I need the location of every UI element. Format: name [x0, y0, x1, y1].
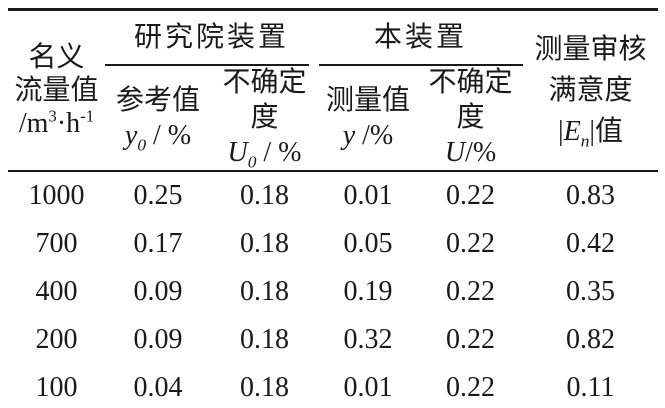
cell-ref-uncertainty: 0.18 [240, 275, 289, 307]
subscript-0: 0 [247, 152, 257, 172]
cell-flow: 400 [35, 275, 78, 307]
cell-ref-uncertainty: 0.18 [240, 227, 289, 259]
subheader-uncertainty-ref: 不确定度 U0 / % [211, 65, 318, 172]
cell-ref-value: 0.04 [133, 371, 183, 403]
group-header-institute-device: 研究院装置 [105, 10, 318, 66]
spanner-rule-institute [105, 64, 309, 66]
en-symbol: |En|值 [523, 111, 658, 152]
cell-measured-value: 0.19 [343, 275, 393, 307]
col-header-nominal-flow: 名义 流量值 /m3·h-1 [8, 9, 105, 172]
cell-en-value: 0.83 [566, 179, 615, 211]
cell-measured-uncertainty: 0.22 [446, 323, 495, 355]
nominal-flow-label-line1: 名义 [28, 42, 85, 73]
en-label-line2: 满意度 [548, 75, 633, 106]
cell-measured-uncertainty: 0.22 [446, 275, 495, 307]
sub-header-row: 参考值 y0 / % 不确定度 U0 / % 测量值 y /% 不确定度 U/% [8, 65, 658, 172]
unit-text: /% [465, 137, 497, 168]
subheader-label: 不确定度 [222, 67, 307, 133]
cell-flow: 200 [35, 323, 78, 355]
subheader-uncertainty-measured: 不确定度 U/% [418, 65, 523, 172]
subheader-symbol: U/% [418, 135, 523, 170]
subheader-symbol: y0 / % [105, 118, 211, 155]
variable-U: U [444, 137, 466, 168]
table-row: 700 0.17 0.18 0.05 0.22 0.42 [8, 220, 658, 268]
subscript-0: 0 [137, 135, 146, 155]
group-header-row: 名义 流量值 /m3·h-1 研究院装置 本装置 测量审核 满意度 |En|值 [8, 9, 658, 172]
cell-measured-uncertainty: 0.22 [446, 179, 495, 211]
cell-en-value: 0.35 [566, 275, 615, 307]
cell-measured-uncertainty: 0.22 [446, 227, 495, 259]
cell-ref-uncertainty: 0.18 [240, 179, 289, 211]
unit-text: / % [146, 119, 192, 151]
cell-en-value: 0.42 [566, 227, 615, 259]
group-header-this-device: 本装置 [318, 10, 523, 66]
cell-measured-value: 0.01 [343, 371, 393, 403]
superscript-minus1: -1 [80, 106, 95, 126]
subheader-symbol: y /% [318, 118, 418, 153]
spanner-rule-this-device [319, 64, 523, 66]
unit-text: / % [256, 137, 302, 168]
nominal-flow-label-line2: 流量值 [14, 75, 99, 106]
unit-text: /m [18, 108, 49, 139]
cell-measured-value: 0.32 [343, 323, 393, 355]
abs-bar-and-label: |值 [589, 116, 623, 147]
cell-ref-uncertainty: 0.18 [240, 371, 289, 403]
variable-y: y [342, 119, 356, 151]
cell-flow: 1000 [28, 179, 85, 211]
en-label-line1: 测量审核 [534, 34, 647, 65]
cell-measured-value: 0.01 [343, 179, 393, 211]
group-label: 本装置 [373, 21, 467, 53]
cell-ref-uncertainty: 0.18 [240, 323, 289, 355]
subheader-label: 参考值 [115, 84, 200, 116]
table-row: 1000 0.25 0.18 0.01 0.22 0.83 [8, 171, 658, 220]
subheader-symbol: U0 / % [211, 135, 318, 172]
variable-U0: U [227, 137, 248, 168]
cell-ref-value: 0.09 [133, 323, 183, 355]
subheader-label: 测量值 [325, 84, 410, 116]
abs-bar: | [557, 116, 564, 147]
table-row: 100 0.04 0.18 0.01 0.22 0.11 [8, 364, 658, 408]
group-label: 研究院装置 [133, 21, 289, 53]
cell-en-value: 0.82 [566, 323, 615, 355]
cell-ref-value: 0.09 [133, 275, 183, 307]
unit-text: ·h [56, 108, 81, 139]
cell-ref-value: 0.25 [133, 179, 183, 211]
cell-ref-value: 0.17 [133, 227, 183, 259]
cell-flow: 700 [35, 227, 78, 259]
table-row: 400 0.09 0.18 0.19 0.22 0.35 [8, 268, 658, 316]
cell-measured-value: 0.05 [343, 227, 393, 259]
superscript-3: 3 [48, 106, 57, 126]
cell-flow: 100 [35, 371, 78, 403]
cell-en-value: 0.11 [566, 371, 615, 403]
cell-measured-uncertainty: 0.22 [446, 371, 495, 403]
table-row: 200 0.09 0.18 0.32 0.22 0.82 [8, 316, 658, 364]
variable-y0: y [124, 119, 138, 151]
subheader-label: 不确定度 [428, 67, 513, 133]
unit-text: /% [355, 119, 394, 151]
subheader-reference-value: 参考值 y0 / % [105, 65, 211, 172]
subscript-n: n [580, 131, 590, 151]
variable-E: E [563, 116, 581, 147]
measurement-audit-table: 名义 流量值 /m3·h-1 研究院装置 本装置 测量审核 满意度 |En|值 [8, 8, 658, 408]
subheader-measured-value: 测量值 y /% [318, 65, 418, 172]
col-header-en-value: 测量审核 满意度 |En|值 [523, 9, 658, 172]
nominal-flow-unit: /m3·h-1 [8, 107, 105, 140]
